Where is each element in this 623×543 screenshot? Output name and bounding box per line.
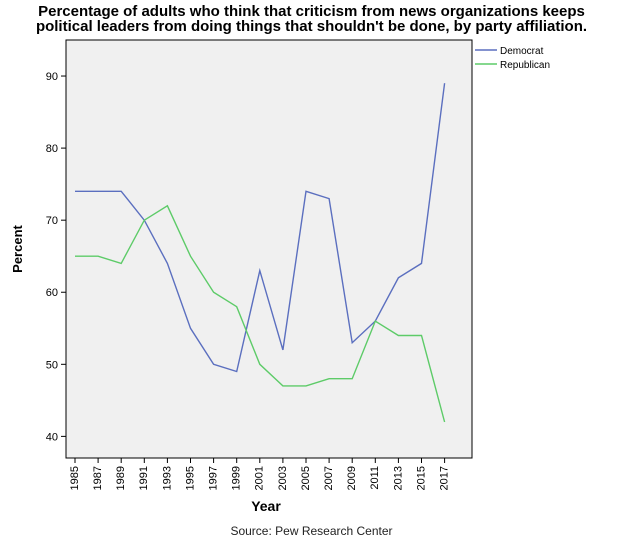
y-axis: 40 50 60 70 80 90 — [46, 71, 66, 443]
x-tick-label: 1995 — [184, 466, 196, 490]
y-axis-label: Percent — [10, 224, 25, 272]
legend-label: Republican — [500, 60, 550, 71]
legend-label: Democrat — [500, 46, 544, 57]
x-tick-label: 1991 — [138, 466, 150, 490]
x-axis-label: Year — [251, 498, 281, 514]
chart-title: Percentage of adults who think that crit… — [0, 4, 623, 34]
x-tick-label: 2011 — [369, 466, 381, 490]
x-tick-label: 1993 — [161, 466, 173, 490]
x-tick-label: 2003 — [277, 466, 289, 490]
series-layer — [75, 83, 446, 423]
x-tick-label: 2005 — [300, 466, 312, 490]
x-tick-label: 2015 — [415, 466, 427, 490]
x-tick-label: 1997 — [208, 466, 220, 490]
x-tick-label: 2007 — [323, 466, 335, 490]
chart-title-line-1: Percentage of adults who think that crit… — [38, 3, 585, 20]
y-tick-label: 80 — [46, 143, 58, 155]
y-tick-label: 60 — [46, 287, 58, 299]
legend: Democrat Republican — [475, 46, 550, 71]
y-tick-label: 90 — [46, 71, 58, 83]
chart-title-line-2: political leaders from doing things that… — [35, 18, 588, 35]
x-tick-label: 2013 — [392, 466, 404, 490]
x-tick-label: 1985 — [69, 466, 81, 490]
x-tick-label: 1989 — [115, 466, 127, 490]
x-axis: 1985 1987 1989 1991 1993 1995 1997 1999 2001 2003… — [69, 458, 451, 490]
x-tick-label: 2001 — [254, 466, 266, 490]
x-tick-label: 1999 — [231, 466, 243, 490]
x-tick-label: 1987 — [92, 466, 104, 490]
y-tick-label: 70 — [46, 215, 58, 227]
x-tick-label: 2009 — [346, 466, 358, 490]
series-line-republican — [75, 204, 446, 423]
series-line-democrat — [75, 83, 446, 373]
source-note: Source: Pew Research Center — [230, 524, 393, 538]
x-tick-label: 2017 — [439, 466, 451, 490]
y-tick-label: 40 — [46, 431, 58, 443]
plot-area — [65, 39, 473, 459]
y-tick-label: 50 — [46, 359, 58, 371]
